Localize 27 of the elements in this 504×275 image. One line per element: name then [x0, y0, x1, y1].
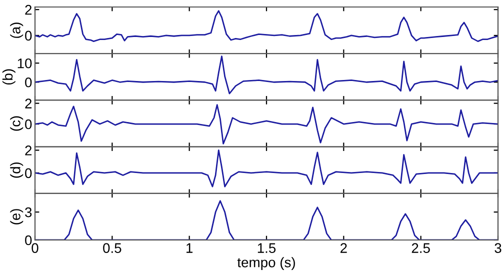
y-tick-label: 2: [25, 146, 32, 156]
y-axis-title: (c): [10, 116, 24, 131]
line-series: [35, 56, 498, 94]
y-axis-title: (a): [10, 22, 24, 38]
y-tick-label: 0: [25, 168, 32, 178]
y-tick-label: 0: [25, 77, 32, 88]
y-axis-title: (e): [10, 209, 24, 224]
y-tick-label: 2: [25, 98, 32, 108]
line-series: [35, 10, 498, 42]
y-tick-label: 10: [18, 58, 32, 68]
y-tick-label: 0: [25, 119, 32, 130]
y-tick-label: 2: [25, 4, 32, 15]
y-axis-title: (b): [2, 69, 16, 85]
y-axis-title: (d): [10, 162, 24, 178]
x-axis-title: tempo (s): [237, 257, 295, 270]
y-tick-label: 3: [25, 207, 32, 218]
x-tick-label: 2.5: [412, 243, 430, 253]
x-tick-label: 1: [186, 243, 193, 253]
x-tick-label: 0: [32, 243, 38, 253]
line-series: [35, 150, 498, 188]
y-tick-label: 0: [25, 235, 32, 246]
x-tick-label: 2: [340, 243, 347, 253]
y-tick-label: 0: [25, 30, 32, 41]
line-series: [35, 104, 498, 144]
x-tick-label: 1.5: [258, 243, 276, 253]
x-tick-label: 3: [494, 243, 502, 253]
x-tick-label: 0.5: [103, 243, 122, 253]
